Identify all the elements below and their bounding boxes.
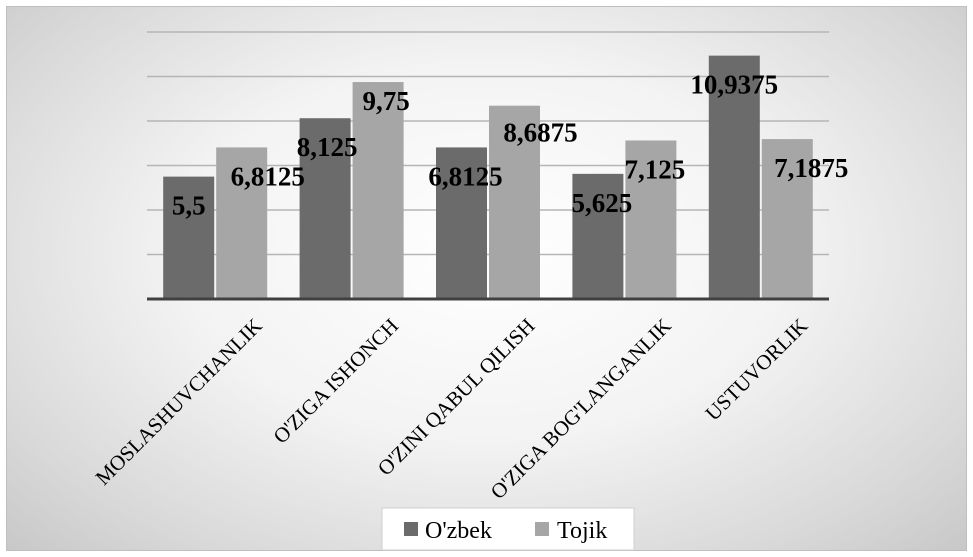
category-label: O'ZINI QABUL QILISH: [373, 314, 540, 481]
bar-tojik: [489, 105, 540, 299]
bars: [163, 55, 813, 299]
category-label: USTUVORLIK: [700, 314, 812, 426]
bar-tojik: [761, 139, 813, 299]
bar-tojik: [352, 82, 404, 299]
data-labels: 5,56,81258,1259,756,81258,68755,6257,125…: [172, 70, 849, 221]
legend-box: [381, 507, 635, 551]
data-label: 8,125: [297, 132, 358, 162]
bar-ozbek: [299, 118, 351, 299]
category-label: O'ZIGA ISHONCH: [268, 314, 403, 449]
bar-tojik: [625, 140, 677, 299]
data-label: 10,9375: [690, 70, 778, 100]
data-label: 8,6875: [503, 118, 577, 148]
category-label: MOSLASHUVCHANLIK: [91, 314, 267, 490]
legend-swatch-tojik: [535, 522, 549, 536]
data-label: 6,8125: [428, 161, 502, 191]
bar-ozbek: [436, 147, 487, 299]
legend-swatch-ozbek: [404, 522, 418, 536]
data-label: 5,5: [172, 191, 206, 221]
bar-tojik: [216, 147, 268, 299]
data-label: 7,125: [625, 154, 686, 184]
bar-ozbek: [708, 55, 760, 299]
data-label: 7,1875: [774, 153, 848, 183]
legend-label-tojik: Tojik: [557, 518, 607, 544]
bar-ozbek: [572, 173, 624, 299]
data-label: 9,75: [362, 86, 409, 116]
data-label: 6,8125: [231, 161, 305, 191]
legend-label-ozbek: O'zbek: [425, 518, 492, 544]
legend: O'zbek Tojik: [381, 507, 635, 551]
data-label: 5,625: [572, 188, 633, 218]
bar-ozbek: [163, 176, 215, 299]
